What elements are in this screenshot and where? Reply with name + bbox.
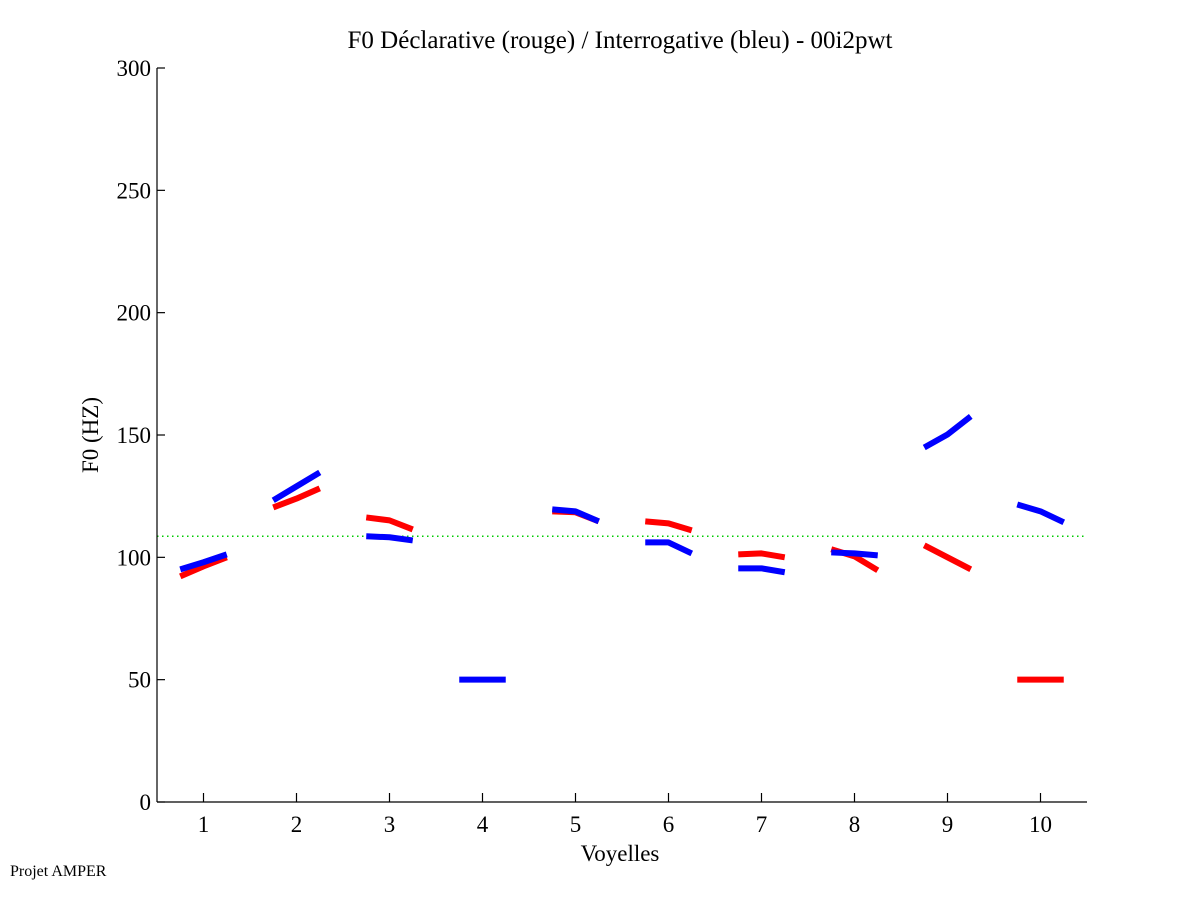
f0-segment-vowel-6 bbox=[645, 539, 694, 557]
x-tick-label: 6 bbox=[663, 812, 675, 837]
series-dclarative bbox=[179, 485, 1064, 683]
f0-segment-vowel-9 bbox=[922, 414, 973, 451]
f0-segment-vowel-6 bbox=[644, 518, 693, 534]
x-tick-label: 5 bbox=[570, 812, 582, 837]
y-axis-label: F0 (HZ) bbox=[78, 397, 103, 473]
chart-title: F0 Déclarative (rouge) / Interrogative (… bbox=[348, 27, 893, 54]
f0-segment-vowel-7 bbox=[738, 565, 786, 576]
y-tick-label: 0 bbox=[140, 790, 152, 815]
footer-note: Projet AMPER bbox=[10, 863, 107, 880]
f0-segment-vowel-9 bbox=[922, 542, 973, 572]
series-layer bbox=[179, 414, 1066, 683]
y-tick-label: 200 bbox=[117, 301, 152, 326]
f0-segment-vowel-2 bbox=[272, 485, 321, 511]
f0-segment-vowel-10 bbox=[1016, 501, 1066, 526]
x-tick-label: 7 bbox=[756, 812, 768, 837]
f0-segment-vowel-2 bbox=[271, 469, 322, 503]
x-axis-label: Voyelles bbox=[581, 841, 660, 866]
f0-segment-vowel-1 bbox=[179, 554, 228, 580]
x-tick-label: 8 bbox=[849, 812, 861, 837]
x-tick-label: 9 bbox=[942, 812, 954, 837]
f0-segment-vowel-5 bbox=[551, 506, 600, 525]
y-tick-label: 50 bbox=[128, 668, 151, 693]
y-tick-label: 300 bbox=[117, 56, 152, 81]
ticks-layer: 0 50 100 150 200 250 300 1 2 3 4 5 6 7 8 9 10 bbox=[117, 56, 1053, 837]
x-tick-label: 1 bbox=[198, 812, 210, 837]
y-tick-label: 250 bbox=[117, 178, 152, 203]
y-tick-label: 100 bbox=[117, 545, 152, 570]
x-tick-label: 3 bbox=[384, 812, 396, 837]
y-tick-label: 150 bbox=[117, 423, 152, 448]
f0-segment-vowel-3 bbox=[366, 533, 414, 544]
f0-segment-vowel-1 bbox=[179, 551, 228, 573]
f0-segment-vowel-7 bbox=[738, 550, 786, 561]
f0-segment-vowel-3 bbox=[365, 514, 414, 533]
x-tick-label: 2 bbox=[291, 812, 303, 837]
x-tick-label: 10 bbox=[1029, 812, 1052, 837]
x-tick-label: 4 bbox=[477, 812, 489, 837]
f0-segment-vowel-8 bbox=[831, 549, 879, 559]
series-interrogative bbox=[179, 414, 1066, 683]
